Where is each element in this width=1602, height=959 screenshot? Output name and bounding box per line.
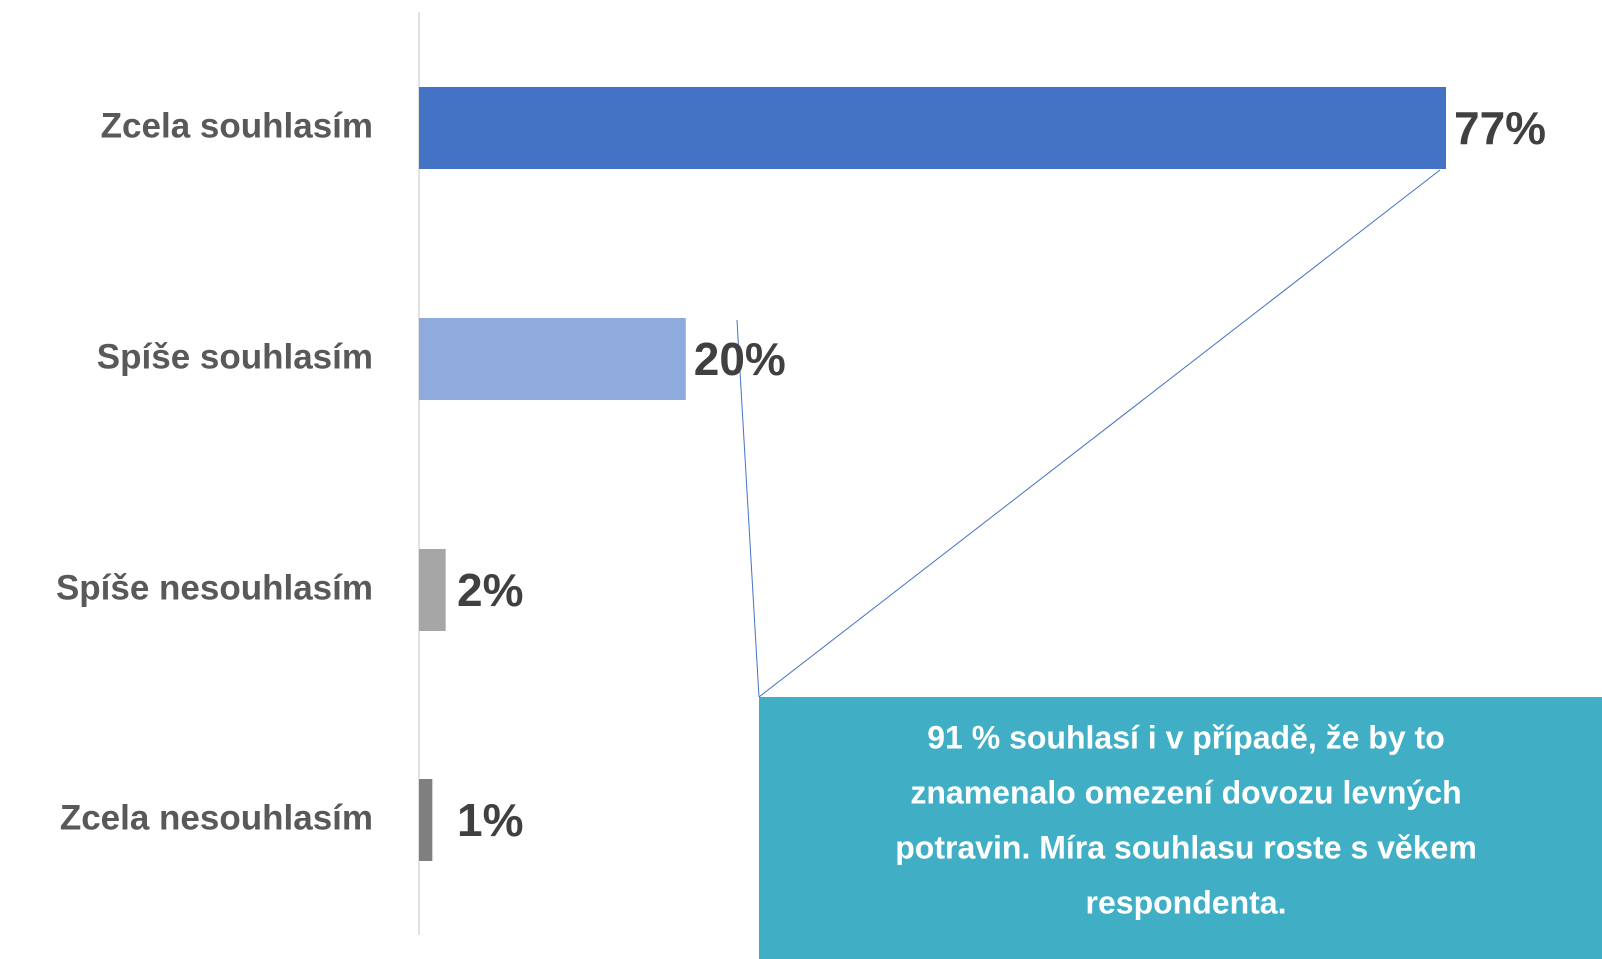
annotation-box: [759, 697, 1602, 959]
annotation-text: potravin. Míra souhlasu roste s věkem: [895, 829, 1477, 865]
annotation-text: respondenta.: [1086, 884, 1287, 920]
bar: [419, 779, 433, 861]
category-label: Spíše souhlasím: [97, 337, 373, 376]
annotation-text: 91 % souhlasí i v případě, že by to: [927, 719, 1444, 755]
annotation-text: znamenalo omezení dovozu levných: [910, 774, 1461, 810]
category-label: Zcela souhlasím: [101, 106, 373, 145]
connector: [758, 169, 1441, 698]
value-label: 77%: [1454, 102, 1546, 154]
bar: [419, 318, 686, 400]
category-label: Zcela nesouhlasím: [60, 798, 373, 837]
bar: [419, 549, 446, 631]
bar: [419, 87, 1446, 169]
connector: [736, 319, 760, 698]
value-label: 20%: [694, 333, 786, 385]
value-label: 2%: [457, 564, 523, 616]
value-label: 1%: [457, 794, 523, 846]
category-label: Spíše nesouhlasím: [56, 568, 373, 607]
